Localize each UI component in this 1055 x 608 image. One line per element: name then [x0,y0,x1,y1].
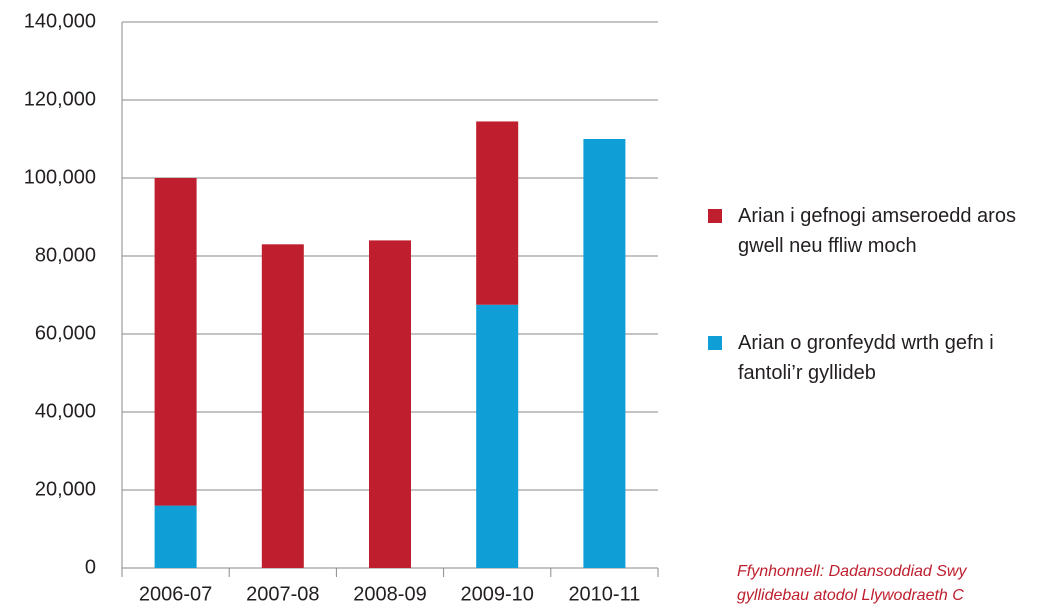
legend-label: Arian o gronfeydd wrth gefn i fantoli’r … [738,332,994,384]
bar-segment [369,240,411,568]
source-note: Ffynhonnell: Dadansoddiad Swy [737,563,967,580]
x-tick-label: 2009-10 [460,583,533,605]
y-tick-label: 80,000 [35,244,96,266]
legend-label: Arian i gefnogi amseroedd aros gwell neu… [738,205,1016,257]
bar-segment [261,244,304,569]
y-tick-label: 40,000 [35,400,96,422]
x-tick-label: 2010-11 [568,583,640,605]
y-tick-label: 100,000 [24,166,96,188]
y-tick-label: 120,000 [24,88,96,110]
x-tick-label: 2008-09 [353,583,426,605]
legend-swatch [708,336,722,350]
source-note: gyllidebau atodol Llywodraeth C [737,587,964,604]
y-tick-label: 20,000 [35,478,96,500]
bar-segment [154,505,197,568]
legend-swatch [708,209,722,223]
y-tick-label: 140,000 [24,10,96,32]
bar-segment [583,139,626,568]
y-tick-label: 60,000 [35,322,96,344]
bar-segment [154,178,197,506]
bar-segment [476,121,519,305]
bar-segment [476,304,519,568]
x-tick-label: 2007-08 [246,583,319,605]
y-tick-label: 0 [85,556,96,578]
x-tick-label: 2006-07 [139,583,212,605]
